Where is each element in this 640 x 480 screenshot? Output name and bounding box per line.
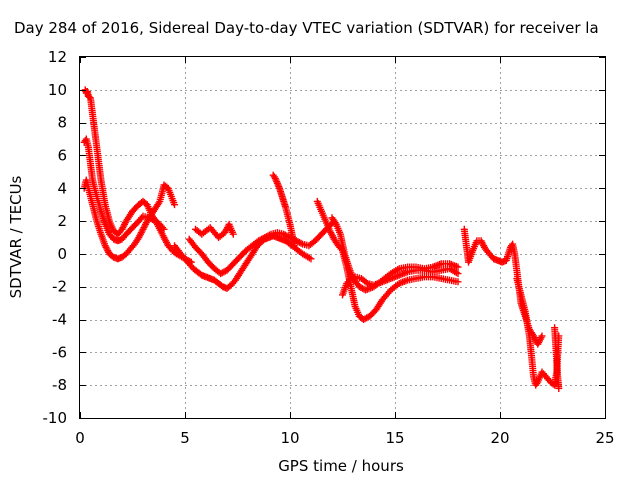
y-tick-label: -2: [52, 278, 67, 296]
data-point-marker: [290, 242, 298, 250]
x-tick-label: 0: [75, 429, 85, 447]
x-tick-label: 5: [180, 429, 190, 447]
data-point-marker: [454, 278, 462, 286]
plot-frame: [79, 56, 606, 419]
points-layer: [80, 86, 563, 392]
y-tick-label: 0: [57, 245, 67, 263]
data-point-marker: [555, 384, 563, 392]
y-tick-label: 12: [48, 48, 67, 66]
y-tick-label: 4: [57, 179, 67, 197]
series-track-f: [269, 171, 298, 250]
series-track-c: [80, 176, 178, 263]
y-axis-label: SDTVAR / TECUs: [7, 175, 25, 298]
data-point-marker: [538, 332, 546, 340]
data-point-marker: [297, 239, 305, 247]
y-tick-label: 8: [57, 114, 67, 132]
data-point-marker: [454, 270, 462, 278]
x-tick-label: 15: [385, 429, 404, 447]
y-tick-label: 2: [57, 212, 67, 230]
series-track-j: [460, 225, 546, 348]
chart-title: Day 284 of 2016, Sidereal Day-to-day VTE…: [14, 19, 599, 37]
y-tick-label: 6: [57, 146, 67, 164]
series-track-i: [339, 265, 462, 299]
x-tick-label: 20: [490, 429, 509, 447]
ticks-layer: 0 5 10 15 20 25 -10 -8 -6 -4 -2 0 2 4 6 8 10 12: [43, 48, 615, 447]
y-tick-label: -8: [52, 376, 67, 394]
x-axis-label: GPS time / hours: [278, 457, 404, 475]
data-point-marker: [454, 263, 462, 271]
x-tick-label: 10: [280, 429, 299, 447]
series-track-m: [192, 220, 237, 241]
series-track-g: [313, 197, 462, 324]
y-tick-label: -10: [43, 409, 68, 427]
y-tick-label: 10: [48, 81, 67, 99]
series-track-l: [551, 324, 563, 392]
data-point-marker: [307, 255, 315, 263]
x-tick-label: 25: [595, 429, 614, 447]
data-point-marker: [171, 201, 178, 209]
data-point-marker: [229, 230, 237, 238]
grid-layer: [80, 57, 605, 418]
data-point-marker: [362, 278, 370, 286]
y-tick-label: -6: [52, 343, 67, 361]
data-point-marker: [266, 231, 274, 239]
y-tick-label: -4: [52, 311, 67, 329]
